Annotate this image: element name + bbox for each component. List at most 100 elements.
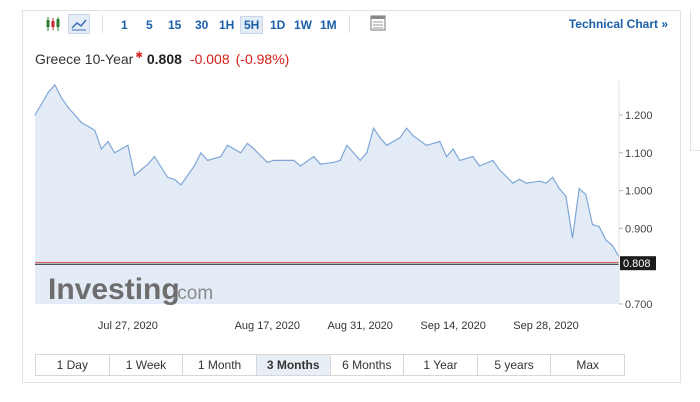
instrument-name: Greece 10-Year [35, 51, 134, 67]
x-tick-label: Aug 31, 2020 [327, 320, 392, 332]
data-point [133, 174, 136, 177]
range-5-years[interactable]: 5 years [478, 355, 552, 375]
data-point [472, 156, 474, 158]
price-change: -0.008 [189, 51, 230, 67]
interval-1w[interactable]: 1W [294, 18, 312, 32]
interval-1d[interactable]: 1D [270, 18, 286, 32]
data-point [386, 144, 388, 146]
area-chart-icon[interactable] [68, 14, 90, 34]
interval-1h[interactable]: 1H [219, 18, 235, 32]
interval-30[interactable]: 30 [195, 18, 209, 32]
range-3-months[interactable]: 3 Months [256, 355, 331, 375]
data-point [147, 163, 149, 165]
data-point [545, 182, 547, 184]
interval-1[interactable]: 1 [121, 18, 128, 32]
data-point [611, 244, 614, 246]
y-tick-label: 1.100 [625, 148, 653, 160]
data-point [366, 152, 368, 154]
data-point [558, 188, 560, 190]
y-tick-label: 1.200 [625, 110, 653, 122]
data-point [379, 137, 381, 139]
data-point [100, 148, 102, 150]
data-point [114, 152, 116, 154]
last-price-marker [620, 256, 656, 271]
data-point [313, 156, 315, 158]
quote-header: Greece 10-Year ✱ 0.808 -0.008 (-0.98%) [35, 50, 290, 67]
data-point [498, 169, 501, 171]
interval-15[interactable]: 15 [168, 18, 182, 32]
data-point [220, 156, 222, 158]
chart-toolbar: 1 5 15 30 1H 5H 1D 1W 1M Technical Chart… [23, 11, 680, 37]
x-tick-label: Aug 17, 2020 [235, 320, 300, 332]
range-1-day[interactable]: 1 Day [36, 355, 110, 375]
data-point [552, 176, 554, 178]
data-point [339, 159, 341, 161]
data-point [94, 129, 96, 131]
data-point [578, 188, 580, 190]
watermark-brand: Investing [48, 273, 180, 306]
data-point [173, 178, 175, 180]
price-chart[interactable]: Investing .com 1.200 1.100 1.000 0.900 0.808… [23, 11, 682, 384]
data-point [538, 180, 541, 182]
data-point [605, 239, 607, 241]
interval-1m[interactable]: 1M [320, 18, 337, 32]
data-point [180, 184, 182, 186]
data-point [206, 159, 209, 161]
last-price: 0.808 [146, 51, 182, 67]
y-tick-label: 0.808 [623, 258, 651, 270]
area-fill [35, 84, 619, 304]
data-point [67, 106, 69, 109]
data-point [167, 176, 169, 178]
data-point [425, 144, 428, 146]
data-point [445, 156, 448, 158]
data-point [565, 195, 567, 197]
range-6-months[interactable]: 6 Months [331, 355, 405, 375]
data-point [319, 163, 321, 165]
data-point [266, 161, 268, 163]
series-line [34, 83, 620, 258]
data-point [512, 182, 514, 184]
x-tick-label: Sep 28, 2020 [513, 320, 578, 332]
data-point [273, 159, 275, 161]
data-point [54, 84, 56, 86]
interval-5h[interactable]: 5H [240, 16, 264, 34]
data-point [525, 182, 527, 184]
range-max[interactable]: Max [576, 358, 600, 372]
data-point [299, 165, 302, 167]
x-tick-label: Jul 27, 2020 [98, 320, 158, 332]
data-point [153, 156, 156, 158]
data-point [253, 148, 255, 150]
data-point [127, 144, 129, 146]
data-point [279, 159, 282, 161]
data-point [246, 142, 248, 144]
data-point [372, 127, 375, 129]
chart-widget: 1 5 15 30 1H 5H 1D 1W 1M Technical Chart… [22, 10, 681, 383]
table-view-icon[interactable] [368, 14, 390, 34]
data-point [80, 122, 83, 124]
range-1-week[interactable]: 1 Week [110, 355, 184, 375]
technical-chart-link[interactable]: Technical Chart » [568, 17, 668, 31]
investing-watermark: Investing .com [48, 273, 213, 306]
data-point [226, 144, 229, 146]
data-point [293, 159, 295, 161]
range-1-year[interactable]: 1 Year [404, 355, 478, 375]
data-point [200, 152, 202, 154]
data-point [107, 140, 109, 143]
adjacent-panel-edge [690, 10, 700, 151]
interval-5[interactable]: 5 [146, 18, 153, 32]
data-point [518, 178, 521, 180]
y-tick-label: 0.900 [625, 223, 653, 235]
range-1-month[interactable]: 1 Month [183, 355, 257, 375]
y-tick-label: 1.000 [625, 186, 653, 198]
y-tick-label: 0.700 [625, 299, 653, 311]
data-point [60, 97, 63, 99]
candlestick-icon[interactable] [42, 14, 64, 34]
toolbar-divider [102, 15, 103, 33]
data-point [346, 144, 348, 146]
data-point [591, 224, 594, 226]
data-point [333, 161, 335, 163]
data-point [571, 237, 574, 239]
realtime-star-icon: ✱ [135, 50, 143, 60]
x-tick-label: Sep 14, 2020 [420, 320, 485, 332]
price-change-percent: (-0.98%) [235, 51, 290, 67]
